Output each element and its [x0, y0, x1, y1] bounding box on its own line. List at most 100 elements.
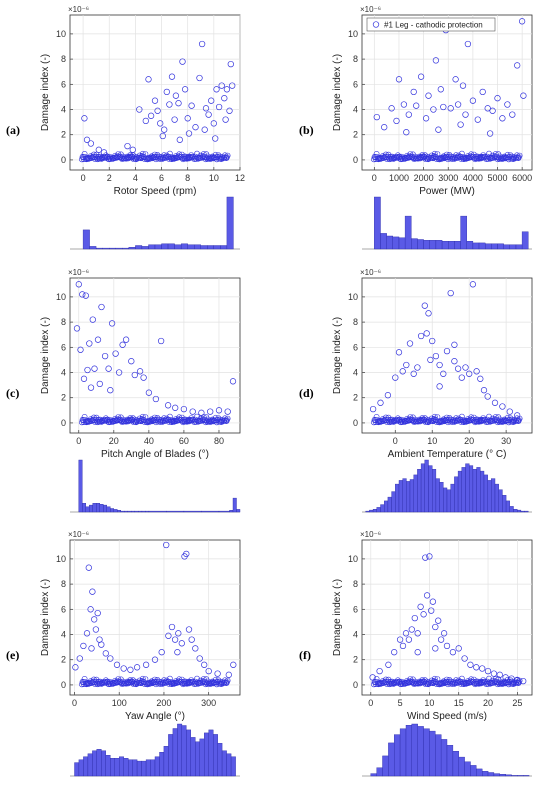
scatter-point	[459, 82, 467, 89]
scatter-point	[179, 58, 186, 65]
scatter-point	[437, 636, 445, 643]
x-tick-label: 100	[112, 698, 127, 708]
histogram-bar	[487, 480, 492, 513]
scatter-point	[499, 403, 506, 410]
histogram-bar	[460, 215, 468, 250]
scatter-point-baseline	[433, 679, 440, 686]
histogram-bar	[213, 245, 221, 250]
scatter-point-baseline	[482, 417, 488, 423]
scatter-point	[213, 86, 220, 93]
histogram-bar	[417, 726, 424, 777]
scatter-point-baseline	[172, 418, 179, 424]
histogram-bar	[117, 510, 122, 513]
histogram-bar	[494, 483, 499, 513]
y-tick-label: 8	[353, 54, 358, 64]
scatter-point	[83, 136, 91, 143]
scatter-point-baseline	[88, 155, 95, 161]
scatter-point-baseline	[81, 413, 88, 420]
histogram-bar	[199, 738, 205, 777]
histogram-bar	[122, 247, 130, 250]
histogram-bar	[181, 725, 187, 777]
scatter-point-baseline	[188, 417, 195, 424]
y-axis-label: Damage index (-)	[40, 579, 51, 656]
x-tick-label: 0	[72, 698, 77, 708]
y-axis-label: Damage index (-)	[332, 317, 343, 394]
scatter-point	[403, 361, 410, 369]
scatter-point	[420, 611, 427, 618]
scatter-point-baseline	[93, 151, 100, 158]
scatter-point-baseline	[81, 676, 88, 682]
scatter-point	[95, 146, 102, 153]
scatter-point-baseline	[120, 678, 126, 685]
histogram-bar	[180, 243, 188, 250]
x-tick-label: 0	[81, 173, 86, 183]
scatter-point-baseline	[165, 154, 172, 160]
histogram-bar	[78, 459, 83, 513]
scatter-point	[474, 116, 481, 123]
scatter-point-baseline	[430, 680, 436, 687]
histogram-bar	[85, 506, 90, 513]
x-axis-label: Pitch Angle of Blades (°)	[101, 449, 209, 460]
scatter-point-baseline	[472, 678, 479, 685]
scatter-point	[127, 666, 134, 673]
histogram-bar	[432, 469, 437, 513]
histogram-bar	[394, 734, 401, 777]
scatter-point-baseline	[470, 414, 477, 421]
scatter-point-baseline	[138, 679, 145, 686]
scatter-point	[201, 126, 208, 133]
chart-panel-2: 0 1000 2000 3000 4000 5000 6000 0 2 4 6 8 10 ×10⁻⁶ Pow…	[299, 5, 533, 250]
scatter-point-baseline	[202, 679, 208, 686]
scatter-point	[85, 564, 92, 571]
scatter-point-baseline	[116, 154, 123, 161]
scatter-point	[491, 399, 499, 406]
scatter-point-baseline	[188, 154, 195, 161]
scatter-point-baseline	[208, 417, 215, 424]
x-tick-label: 2000	[414, 173, 434, 183]
y-axis-label: Damage index (-)	[40, 317, 51, 394]
scatter-point-baseline	[104, 679, 111, 685]
scatter-point-baseline	[422, 415, 428, 422]
histogram-bar	[229, 510, 234, 513]
y-tick-label: 2	[61, 655, 66, 665]
scatter-point-baseline	[224, 677, 231, 684]
scatter-point	[480, 387, 488, 394]
scatter-point	[115, 369, 123, 376]
scatter-point-baseline	[464, 155, 471, 161]
scatter-point	[198, 409, 205, 416]
histogram-bar	[82, 503, 87, 513]
scatter-point	[172, 92, 180, 99]
scatter-point	[520, 92, 527, 99]
histogram-bar	[232, 497, 237, 513]
histogram-bar	[424, 459, 429, 513]
scatter-point-baseline	[82, 417, 89, 423]
scatter-point	[432, 57, 440, 64]
scatter-point-baseline	[396, 154, 403, 160]
scatter-point-baseline	[411, 416, 418, 423]
histogram-bar	[376, 767, 383, 777]
scatter-point	[406, 340, 414, 347]
scatter-point-baseline	[446, 677, 453, 683]
scatter-point	[395, 76, 403, 83]
histogram-bar	[92, 750, 98, 777]
scatter-point-baseline	[185, 680, 192, 687]
scatter-point-baseline	[199, 417, 206, 424]
y-tick-label: 10	[348, 554, 358, 564]
scatter-point-baseline	[451, 680, 458, 687]
histogram-bar	[454, 476, 459, 513]
scatter-point-baseline	[159, 680, 166, 687]
histogram-bar	[154, 244, 162, 250]
scatter-point	[122, 336, 130, 343]
scatter-point	[192, 645, 199, 652]
scatter-point	[107, 387, 114, 394]
scatter-point	[198, 40, 206, 48]
scatter-point	[223, 86, 231, 93]
scatter-point	[124, 142, 131, 150]
scatter-point-baseline	[208, 679, 215, 686]
scatter-point-baseline	[494, 417, 500, 424]
scatter-point-baseline	[210, 680, 217, 687]
scatter-point	[484, 393, 491, 400]
x-axis-label: Yaw Angle (°)	[125, 711, 185, 722]
histogram-bar	[509, 506, 514, 513]
histogram-bar	[450, 483, 455, 513]
scatter-point-baseline	[114, 417, 120, 424]
